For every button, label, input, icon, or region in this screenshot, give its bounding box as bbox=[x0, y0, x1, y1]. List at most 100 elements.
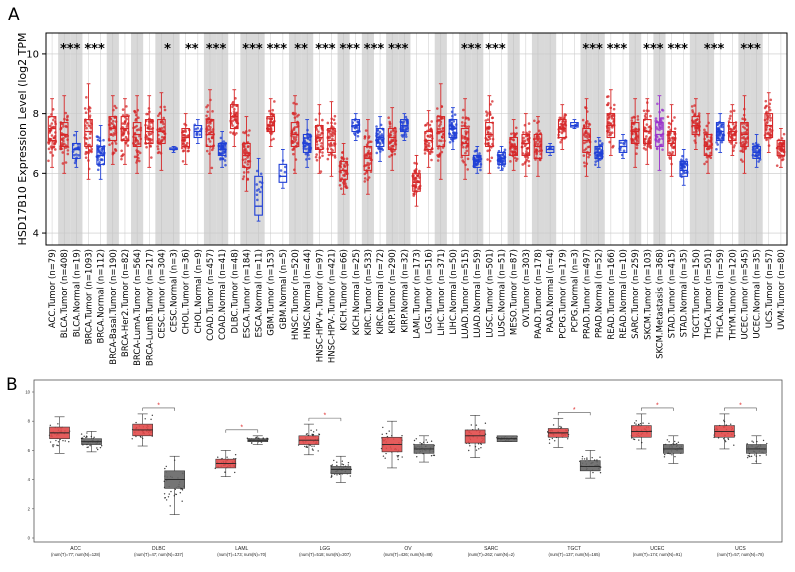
sample-point bbox=[85, 126, 88, 130]
sample-point bbox=[526, 147, 529, 150]
significance-mark: *** bbox=[206, 42, 227, 57]
box-iqr bbox=[84, 119, 93, 148]
sample-point bbox=[113, 104, 117, 108]
sample-point bbox=[93, 436, 95, 439]
sample-point bbox=[80, 433, 83, 435]
sample-point bbox=[86, 436, 88, 438]
sample-point bbox=[339, 162, 343, 166]
sample-point bbox=[535, 137, 538, 140]
x-tick-label: HNSC.Normal (n=44) bbox=[303, 249, 313, 339]
sample-point bbox=[658, 125, 662, 129]
sample-point bbox=[693, 112, 697, 116]
sample-point bbox=[88, 136, 92, 140]
sample-point bbox=[756, 146, 759, 150]
sample-point bbox=[363, 137, 367, 140]
sample-point bbox=[367, 166, 371, 169]
sample-point bbox=[336, 464, 338, 467]
sample-point bbox=[184, 130, 187, 133]
sample-point bbox=[303, 137, 307, 140]
sample-point bbox=[586, 458, 588, 461]
box-iqr bbox=[387, 127, 397, 151]
group-count-label: (num(T)=137; num(N)=165) bbox=[549, 552, 601, 557]
sample-point bbox=[344, 161, 348, 165]
sample-point bbox=[160, 135, 164, 139]
sample-point bbox=[134, 138, 138, 142]
sample-point bbox=[462, 108, 465, 112]
sample-point bbox=[649, 146, 653, 150]
significance-mark: ** bbox=[294, 42, 308, 57]
sample-point bbox=[611, 145, 614, 149]
x-tick-label: HNSC-HPV+.Tumor (n=97) bbox=[315, 249, 325, 362]
sample-point bbox=[582, 124, 586, 128]
sample-point bbox=[122, 137, 126, 141]
sample-point bbox=[611, 126, 614, 129]
sample-point bbox=[317, 450, 319, 452]
sample-point bbox=[526, 156, 530, 159]
sample-point bbox=[539, 139, 542, 143]
x-tick-label: KIRC.Tumor (n=533) bbox=[364, 249, 374, 336]
sample-point bbox=[364, 153, 368, 156]
sample-point bbox=[49, 424, 52, 427]
sample-point bbox=[558, 116, 562, 120]
sample-point bbox=[209, 122, 212, 125]
sample-point bbox=[538, 146, 542, 150]
sample-point bbox=[582, 161, 586, 164]
x-tick-label: UCS.Tumor (n=57) bbox=[765, 249, 775, 328]
panel-a: A *** *** * ** *** *** *** ** *** *** *** *** *** ***… bbox=[8, 5, 788, 366]
sample-point bbox=[467, 118, 471, 121]
sample-point bbox=[560, 426, 563, 428]
x-tick-label: MESO.Tumor (n=87) bbox=[510, 249, 520, 335]
sample-point bbox=[594, 160, 597, 163]
sample-point bbox=[135, 435, 137, 438]
sample-point bbox=[125, 105, 128, 108]
significance-mark: * bbox=[164, 42, 171, 57]
x-tick-label: BRCA-Her2.Tumor (n=82) bbox=[121, 249, 131, 357]
sample-point bbox=[551, 437, 554, 440]
sample-point bbox=[671, 146, 674, 149]
sample-point bbox=[251, 442, 253, 444]
sample-point bbox=[423, 152, 427, 155]
x-tick-label: UCEC.Tumor (n=545) bbox=[740, 249, 750, 340]
sample-point bbox=[296, 142, 299, 146]
sample-point bbox=[682, 172, 685, 175]
y-tick-label: 10 bbox=[26, 49, 39, 60]
sample-point bbox=[513, 134, 517, 138]
sample-point bbox=[438, 139, 441, 142]
sample-point bbox=[587, 132, 590, 135]
sample-point bbox=[111, 119, 115, 123]
sample-point bbox=[89, 444, 91, 447]
sample-point bbox=[478, 448, 480, 450]
sample-point bbox=[109, 133, 113, 136]
sample-point bbox=[66, 149, 70, 152]
sample-point bbox=[90, 147, 93, 151]
sample-point bbox=[73, 161, 77, 165]
sample-point bbox=[661, 148, 664, 151]
y-tick-label: 4 bbox=[33, 229, 39, 240]
x-tick-label: HNSC-HPV-.Tumor (n=421) bbox=[327, 249, 337, 363]
sample-point bbox=[416, 174, 420, 177]
sample-point bbox=[639, 422, 642, 425]
sample-point bbox=[466, 157, 470, 161]
sample-point bbox=[645, 123, 649, 126]
sample-point bbox=[168, 493, 170, 495]
sample-point bbox=[96, 448, 99, 451]
sample-point bbox=[135, 421, 137, 424]
panel-b-chart: B 0 2 4 6 8 10 * * * * * * ACC(num(T)=77; num(N)=1… bbox=[6, 375, 783, 557]
sample-point bbox=[535, 149, 539, 153]
sample-point bbox=[147, 137, 151, 141]
sample-point bbox=[158, 150, 161, 154]
sample-point bbox=[468, 449, 470, 452]
sample-point bbox=[424, 123, 428, 127]
sample-point bbox=[381, 433, 383, 436]
sample-point bbox=[347, 464, 349, 466]
sample-point bbox=[393, 134, 396, 138]
sample-point bbox=[766, 118, 769, 121]
sample-point bbox=[724, 439, 726, 442]
sample-point bbox=[486, 112, 489, 115]
x-tick-label: COAD.Tumor (n=457) bbox=[206, 249, 216, 341]
sample-point bbox=[744, 137, 748, 141]
sample-point bbox=[338, 183, 342, 187]
sample-point bbox=[138, 151, 142, 155]
sample-point bbox=[295, 102, 298, 106]
sample-point bbox=[85, 96, 88, 99]
